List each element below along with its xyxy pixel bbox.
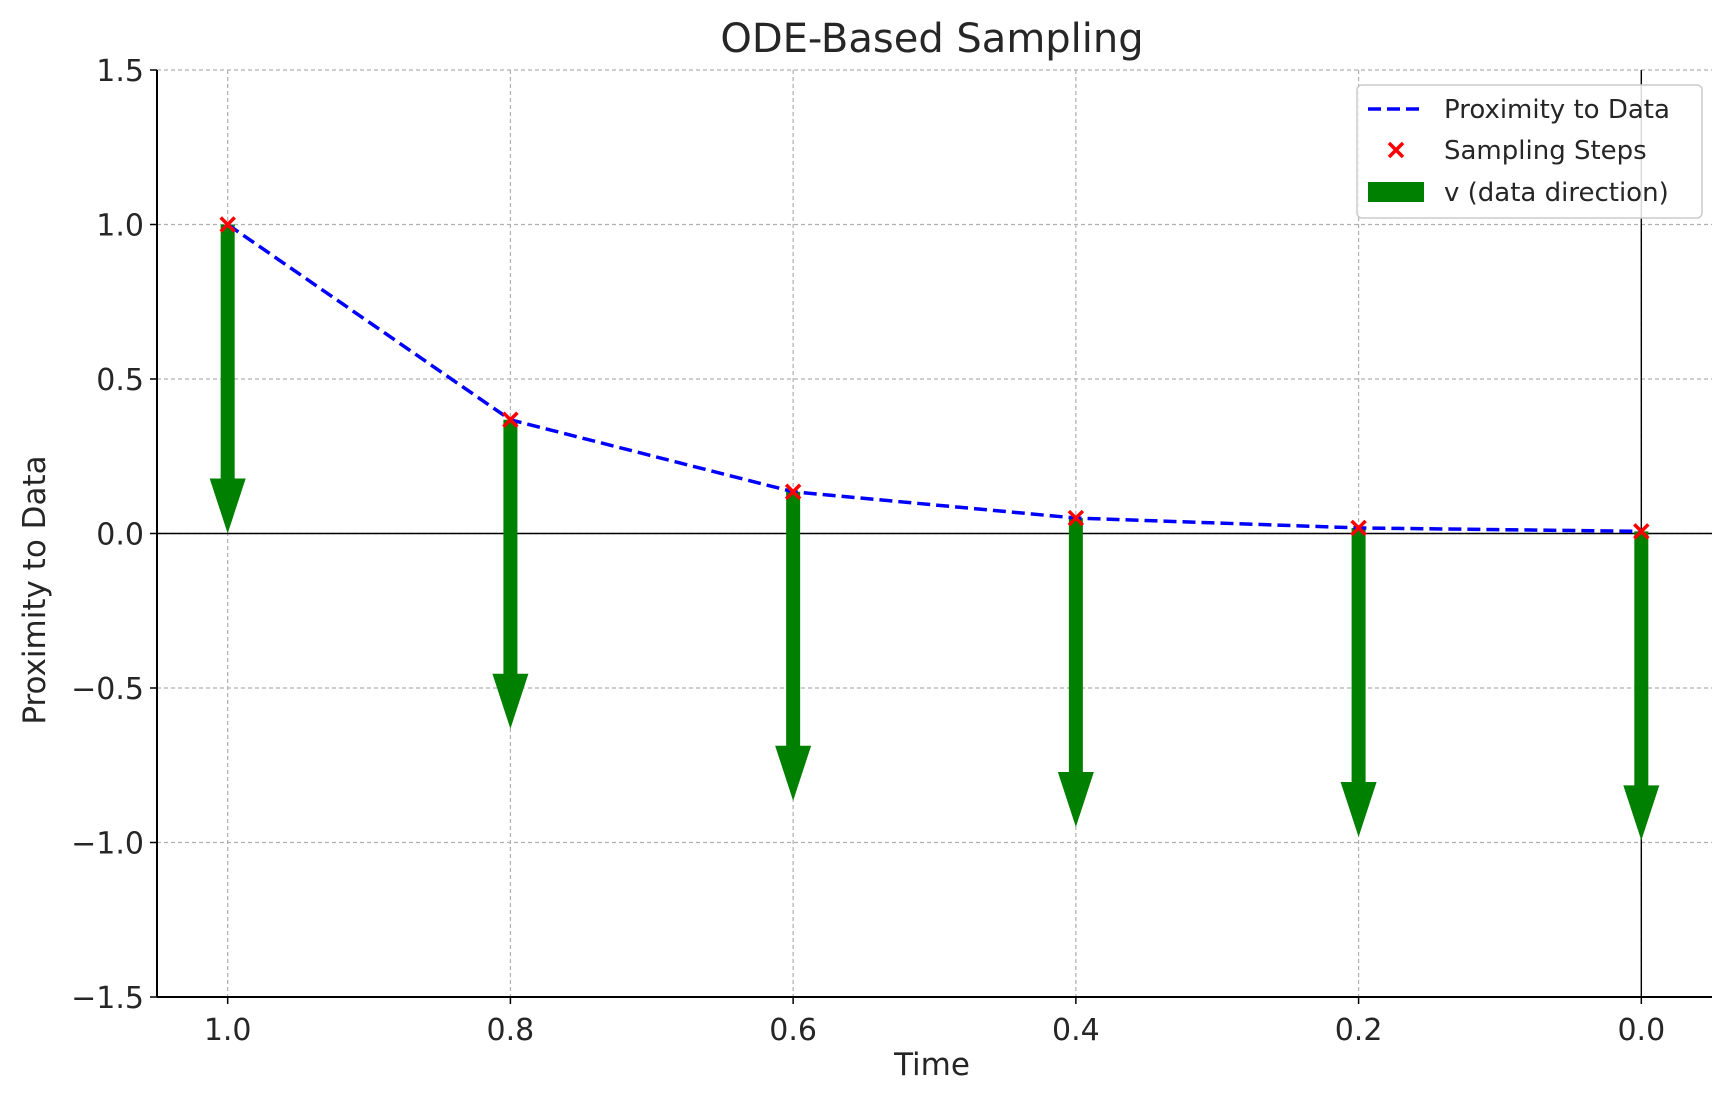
- data-direction-arrow: [775, 491, 812, 801]
- sampling-step-marker: [1350, 519, 1367, 537]
- marker-stroke: [1350, 519, 1367, 537]
- sampling-step-marker: [1633, 523, 1650, 540]
- sampling-step-marker: [1067, 509, 1085, 527]
- marker-stroke: [1633, 523, 1650, 540]
- data-direction-arrow: [1057, 518, 1094, 828]
- proximity-line: [226, 223, 1642, 534]
- x-tick-label: 0.4: [1052, 1013, 1100, 1048]
- data-direction-arrow: [492, 419, 529, 729]
- tick-labels: 1.0 0.8 0.6 0.4 0.2 0.0 1.5 1.0 0.5 0.0 −0.5 −1.0 −1…: [71, 54, 1665, 1048]
- x-tick-label: 0.0: [1617, 1013, 1665, 1048]
- plot-series: [209, 216, 1660, 841]
- legend-label: v (data direction): [1444, 178, 1669, 208]
- axes: [150, 69, 1712, 1004]
- y-tick-label: 1.5: [96, 54, 144, 89]
- marker-stroke: [502, 411, 519, 429]
- x-tick-label: 0.2: [1335, 1013, 1383, 1048]
- x-axis-label: Time: [893, 1047, 970, 1083]
- legend-arrow-swatch: [1368, 182, 1424, 202]
- data-direction-arrow: [209, 224, 246, 534]
- sampling-step-marker: [784, 483, 802, 501]
- legend-box: [1356, 84, 1703, 219]
- marker-stroke: [784, 483, 802, 501]
- data-direction-arrow: [1340, 527, 1377, 837]
- y-tick-label: −0.5: [71, 672, 144, 707]
- data-direction-arrow: [1623, 531, 1660, 841]
- x-tick-label: 1.0: [204, 1013, 252, 1048]
- chart-title: ODE-Based Sampling: [720, 16, 1143, 62]
- y-tick-label: −1.0: [71, 827, 144, 862]
- x-tick-label: 0.8: [487, 1013, 535, 1048]
- legend: Proximity to Data Sampling Steps v (data d…: [1356, 84, 1703, 219]
- y-axis-label: Proximity to Data: [17, 455, 53, 724]
- legend-label: Proximity to Data: [1444, 95, 1670, 125]
- marker-stroke: [1067, 509, 1085, 527]
- y-tick-label: 0.0: [96, 518, 144, 553]
- sampling-step-marker: [219, 216, 236, 233]
- y-tick-label: −1.5: [71, 981, 144, 1016]
- marker-stroke: [219, 216, 236, 233]
- y-tick-label: 0.5: [96, 363, 144, 398]
- legend-label: Sampling Steps: [1444, 136, 1647, 166]
- sampling-step-marker: [502, 411, 519, 429]
- x-tick-label: 0.6: [769, 1013, 817, 1048]
- legend-marker-swatch: [1387, 141, 1405, 159]
- y-tick-label: 1.0: [96, 209, 144, 244]
